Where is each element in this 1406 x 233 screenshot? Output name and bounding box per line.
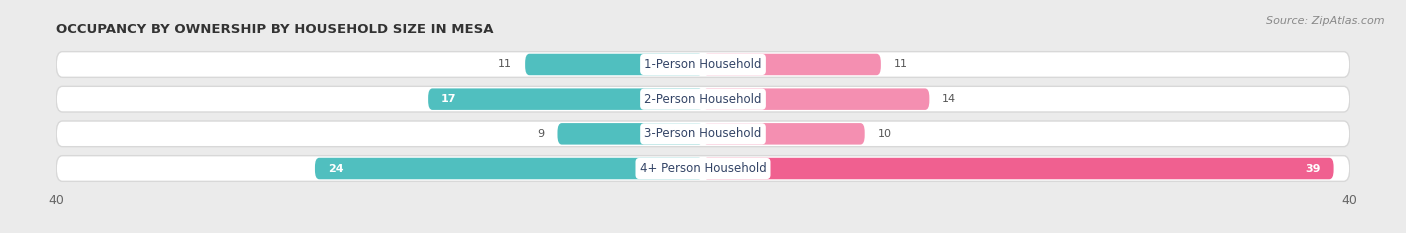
FancyBboxPatch shape bbox=[56, 52, 1350, 77]
FancyBboxPatch shape bbox=[315, 158, 703, 179]
Text: OCCUPANCY BY OWNERSHIP BY HOUSEHOLD SIZE IN MESA: OCCUPANCY BY OWNERSHIP BY HOUSEHOLD SIZE… bbox=[56, 23, 494, 36]
Text: 10: 10 bbox=[877, 129, 891, 139]
FancyBboxPatch shape bbox=[703, 158, 1333, 179]
FancyBboxPatch shape bbox=[56, 86, 1350, 112]
Text: 9: 9 bbox=[537, 129, 544, 139]
Text: 1-Person Household: 1-Person Household bbox=[644, 58, 762, 71]
FancyBboxPatch shape bbox=[703, 54, 880, 75]
Text: 14: 14 bbox=[942, 94, 956, 104]
FancyBboxPatch shape bbox=[558, 123, 703, 145]
Text: 11: 11 bbox=[498, 59, 512, 69]
Text: 2-Person Household: 2-Person Household bbox=[644, 93, 762, 106]
FancyBboxPatch shape bbox=[703, 123, 865, 145]
Text: 3-Person Household: 3-Person Household bbox=[644, 127, 762, 140]
FancyBboxPatch shape bbox=[703, 88, 929, 110]
FancyBboxPatch shape bbox=[56, 156, 1350, 181]
FancyBboxPatch shape bbox=[429, 88, 703, 110]
Text: 11: 11 bbox=[894, 59, 908, 69]
FancyBboxPatch shape bbox=[56, 121, 1350, 147]
FancyBboxPatch shape bbox=[526, 54, 703, 75]
Text: 17: 17 bbox=[441, 94, 457, 104]
Text: 4+ Person Household: 4+ Person Household bbox=[640, 162, 766, 175]
Text: 39: 39 bbox=[1305, 164, 1320, 174]
Text: Source: ZipAtlas.com: Source: ZipAtlas.com bbox=[1267, 16, 1385, 26]
Text: 24: 24 bbox=[328, 164, 343, 174]
